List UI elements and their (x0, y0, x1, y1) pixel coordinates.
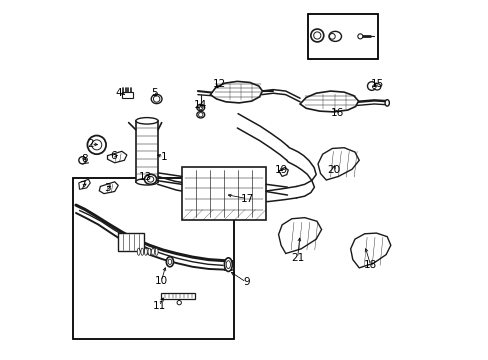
Ellipse shape (384, 100, 388, 106)
Polygon shape (278, 218, 321, 253)
Bar (308, 14, 378, 59)
Bar (161, 293, 195, 299)
Text: 6: 6 (110, 150, 117, 161)
Circle shape (329, 33, 335, 39)
Text: 12: 12 (212, 79, 225, 89)
Bar (73, 178, 233, 338)
Text: 20: 20 (326, 165, 339, 175)
Circle shape (153, 96, 160, 102)
Polygon shape (99, 182, 118, 194)
Ellipse shape (196, 104, 204, 111)
Circle shape (198, 113, 203, 117)
Bar (122, 92, 132, 98)
Bar (118, 233, 144, 251)
Circle shape (92, 140, 102, 150)
Circle shape (310, 29, 323, 42)
Circle shape (357, 34, 362, 39)
Bar (182, 167, 265, 220)
Polygon shape (79, 179, 90, 189)
Polygon shape (278, 167, 287, 176)
Ellipse shape (155, 248, 158, 255)
Ellipse shape (144, 174, 156, 184)
Text: 5: 5 (150, 88, 157, 98)
Text: 10: 10 (154, 276, 167, 286)
Ellipse shape (148, 248, 151, 255)
Text: 18: 18 (364, 260, 377, 270)
Circle shape (177, 301, 181, 305)
Circle shape (79, 157, 86, 164)
Text: 8: 8 (81, 154, 88, 164)
Text: 11: 11 (152, 301, 165, 311)
Ellipse shape (147, 176, 153, 182)
Ellipse shape (151, 248, 154, 255)
Text: 7: 7 (79, 181, 85, 192)
Ellipse shape (226, 261, 230, 269)
Ellipse shape (168, 259, 171, 265)
Ellipse shape (373, 84, 380, 90)
Ellipse shape (328, 31, 341, 41)
Polygon shape (107, 151, 126, 163)
Circle shape (87, 135, 106, 154)
Text: 16: 16 (330, 108, 343, 118)
Polygon shape (210, 81, 262, 103)
Ellipse shape (151, 94, 162, 104)
Ellipse shape (136, 179, 158, 185)
Ellipse shape (196, 112, 204, 118)
Text: 15: 15 (370, 79, 383, 89)
Circle shape (313, 32, 320, 39)
Ellipse shape (137, 248, 140, 255)
Text: 1: 1 (160, 152, 167, 162)
Ellipse shape (136, 118, 158, 124)
Ellipse shape (144, 248, 147, 255)
Text: 3: 3 (104, 183, 111, 193)
Text: 13: 13 (139, 172, 152, 182)
Text: 14: 14 (194, 100, 207, 111)
Text: 21: 21 (290, 253, 304, 263)
Text: 9: 9 (243, 277, 249, 287)
Circle shape (372, 85, 375, 89)
Circle shape (367, 82, 375, 90)
Text: 19: 19 (274, 165, 287, 175)
Circle shape (198, 105, 203, 110)
Polygon shape (350, 233, 390, 268)
Bar (136, 121, 158, 182)
Text: 4: 4 (115, 88, 122, 98)
Ellipse shape (224, 258, 232, 271)
Text: 2: 2 (87, 139, 94, 149)
Ellipse shape (166, 257, 173, 267)
Polygon shape (300, 91, 358, 112)
Ellipse shape (141, 248, 143, 255)
Polygon shape (317, 148, 359, 180)
Text: 17: 17 (240, 194, 253, 204)
